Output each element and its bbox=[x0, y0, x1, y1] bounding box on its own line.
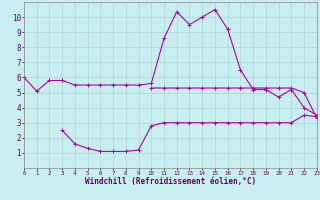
X-axis label: Windchill (Refroidissement éolien,°C): Windchill (Refroidissement éolien,°C) bbox=[85, 177, 256, 186]
